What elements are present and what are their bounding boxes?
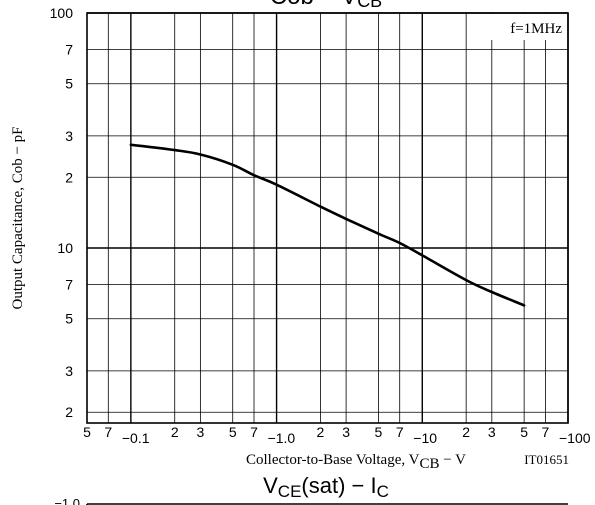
x-tick-label: 5 xyxy=(83,424,91,440)
y-tick-label: 7 xyxy=(65,276,73,292)
y-tick-label: 5 xyxy=(65,311,73,327)
x-tick-label: 5 xyxy=(229,424,237,440)
annotation-frequency: f=1MHz xyxy=(510,21,562,37)
x-tick-label: −10 xyxy=(413,430,437,446)
x-tick-label: −1.0 xyxy=(268,430,296,446)
y-tick-label: 3 xyxy=(65,363,73,379)
x-tick-label: 5 xyxy=(520,424,528,440)
x-tick-label: 3 xyxy=(342,424,350,440)
second-chart-title: VCE(sat) − IC xyxy=(263,473,389,501)
annotation-box xyxy=(476,14,567,40)
y-tick-label: 7 xyxy=(65,41,73,57)
second-chart-y-tick: −1.0 xyxy=(54,496,80,505)
series-line-cob xyxy=(129,143,526,307)
x-tick-label: 7 xyxy=(542,424,550,440)
figure-code: IT01651 xyxy=(524,452,569,467)
x-tick-label: 2 xyxy=(462,424,470,440)
x-tick-label: 7 xyxy=(396,424,404,440)
x-tick-label: 5 xyxy=(375,424,383,440)
y-axis-label: Output Capacitance, Cob − pF xyxy=(10,126,26,309)
y-tick-label: 3 xyxy=(65,128,73,144)
y-tick-label: 2 xyxy=(65,169,73,185)
x-axis-label: Collector-to-Base Voltage, VCB − V xyxy=(246,452,466,472)
x-tick-label: −0.1 xyxy=(122,430,150,446)
chart-title: Cob − VCB xyxy=(270,0,382,11)
x-tick-label: 7 xyxy=(250,424,258,440)
x-tick-label: 3 xyxy=(488,424,496,440)
y-tick-label: 10 xyxy=(57,240,73,256)
y-tick-label: 5 xyxy=(65,76,73,92)
x-tick-labels: 5 7 −0.1 2 3 5 7 −1.0 2 3 5 7 −10 2 3 5 7 −100 xyxy=(83,424,591,446)
x-tick-label: 2 xyxy=(317,424,325,440)
x-tick-label: 7 xyxy=(104,424,112,440)
grid-lines xyxy=(86,12,569,423)
y-tick-label: 2 xyxy=(65,404,73,420)
y-tick-label: 100 xyxy=(50,5,74,21)
x-tick-label: 3 xyxy=(196,424,204,440)
y-tick-labels: 100 7 5 3 2 10 7 5 3 2 xyxy=(50,5,74,420)
plot-frame xyxy=(86,12,569,424)
x-tick-label: 2 xyxy=(171,424,179,440)
x-tick-label: −100 xyxy=(559,430,591,446)
